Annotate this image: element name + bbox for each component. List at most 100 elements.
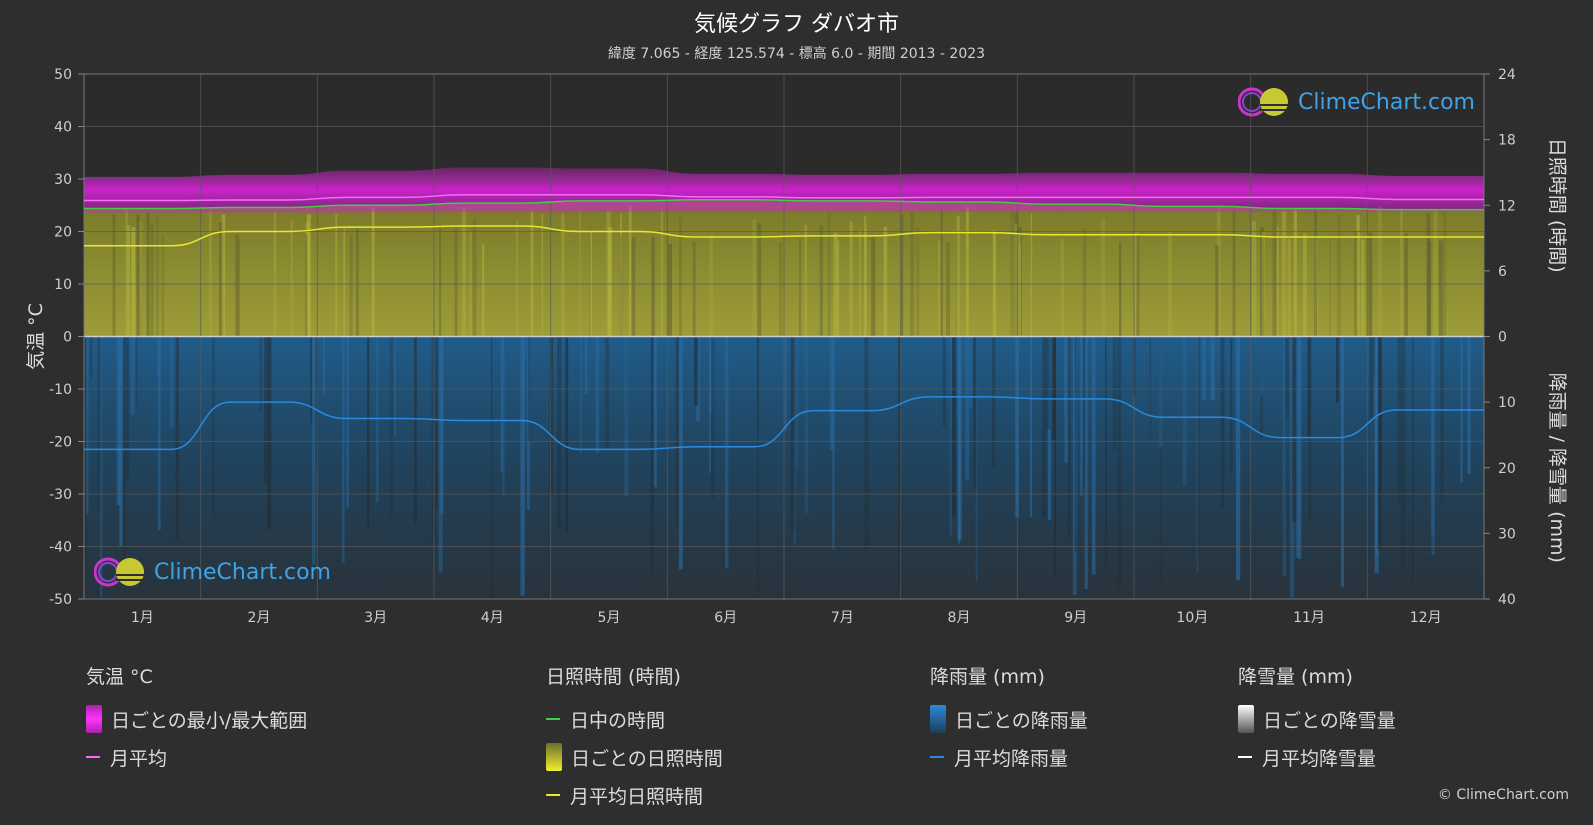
rain-daily-bar [1220, 336, 1225, 509]
sunshine-daily-bar [778, 242, 783, 337]
left-tick-label: 50 [54, 67, 72, 83]
rain-daily-bar [135, 336, 138, 407]
rain-daily-bar [346, 336, 349, 508]
rain-daily-bar [1374, 336, 1379, 574]
rain-daily-bar [1307, 336, 1311, 437]
sunshine-daily-bar [356, 228, 359, 337]
rain-daily-bar [793, 336, 796, 545]
legend-label: 日ごとの最小/最大範囲 [111, 709, 308, 732]
rain-daily-bar [1397, 336, 1401, 504]
right-tick-label: 20 [1498, 461, 1516, 477]
climechart-logo-icon [1238, 87, 1288, 117]
sunshine-daily-bar [1287, 239, 1291, 337]
sunshine-daily-bar [305, 234, 308, 337]
rain-daily-bar [975, 336, 978, 582]
rain-daily-bar [1440, 336, 1444, 503]
rain-daily-bar [414, 336, 417, 524]
sunshine-daily-bar [1433, 209, 1438, 337]
sunshine-daily-bar [371, 207, 375, 337]
sunshine-daily-bar [819, 225, 823, 337]
rain-mean-line [84, 396, 1484, 451]
snow-mean-swatch [1238, 756, 1252, 758]
rain-daily-bar [595, 336, 600, 454]
logo-bottom: ClimeChart.com [94, 556, 331, 588]
legend-item: 月平均降雨量 [930, 738, 1088, 776]
rain-daily-bar [259, 336, 262, 411]
rain-daily-bar [1080, 336, 1083, 496]
daylight-line [84, 199, 1484, 211]
rain-daily-bar [1260, 336, 1263, 396]
rain-daily-bar [725, 336, 729, 569]
sunshine-daily-bar [1443, 211, 1447, 337]
sunshine-daily-bar [660, 208, 664, 337]
sunshine-daily-bar [757, 222, 762, 337]
temp-mean-swatch [86, 756, 100, 758]
rain-daily-bar [605, 336, 610, 452]
sunshine-daily-bar [651, 236, 655, 337]
sunshine-daily-bar [1356, 215, 1360, 337]
sunshine-daily-bar [1030, 213, 1033, 337]
right-tick-label: 18 [1498, 133, 1516, 149]
rain-daily-bar [394, 336, 396, 438]
rain-mean-swatch [930, 756, 944, 758]
right-tick-label: 30 [1498, 526, 1516, 542]
right-tick-label: 12 [1498, 198, 1516, 214]
rain-daily-bar [490, 336, 493, 598]
sunshine-daily-bar [290, 220, 294, 337]
sunshine-daily-bar [940, 205, 943, 337]
month-label: 2月 [248, 610, 271, 626]
sunshine-daily-bar [799, 237, 801, 337]
rain-daily-bar [796, 336, 799, 471]
legend-label: 月平均日照時間 [570, 785, 704, 808]
left-tick-label: -30 [49, 487, 72, 503]
rain-daily-bar [1042, 336, 1047, 518]
sunshine-daily-bar [472, 219, 477, 337]
sunshine-daily-bar [945, 242, 950, 337]
sunshine-daily-bar [1119, 242, 1122, 337]
rain-daily-bar [756, 336, 759, 598]
left-tick-label: -40 [49, 540, 72, 556]
month-label: 4月 [481, 610, 504, 626]
rain-daily-bar [1075, 336, 1077, 553]
rain-daily-bar [625, 336, 628, 487]
rain-daily-bar [157, 336, 162, 377]
rain-daily-bar [1092, 336, 1096, 575]
month-label: 6月 [714, 610, 737, 626]
rain-daily-bar [125, 336, 129, 481]
rain-daily-bar [952, 336, 956, 517]
sunshine-daily-bar [1377, 206, 1382, 337]
rain-daily-bar [389, 336, 393, 517]
sunshine-daily-bar [1216, 205, 1221, 337]
rain-daily-bar [1401, 336, 1406, 570]
right-tick-label: 6 [1498, 264, 1507, 280]
rain-daily-bar [89, 336, 93, 378]
rain-daily-bar [500, 336, 504, 472]
sunshine-daily-bar [692, 241, 696, 337]
sunshine-daily-bar [1272, 206, 1277, 337]
rain-daily-bar [100, 336, 103, 598]
legend-rain: 降雨量 (mm) 日ごとの降雨量 月平均降雨量 [930, 662, 1088, 776]
rain-daily-bar [264, 336, 268, 483]
right-tick-label: 10 [1498, 395, 1516, 411]
month-label: 11月 [1293, 610, 1325, 626]
rain-daily-bar [157, 336, 161, 531]
sunshine-daily-bar [454, 228, 458, 337]
rain-daily-bar [310, 336, 312, 423]
rain-daily-bar [367, 336, 370, 527]
climechart-logo-icon [94, 557, 144, 587]
rain-daily-bar [1083, 336, 1086, 488]
rain-daily-bar [116, 336, 121, 505]
rain-daily-bar [1046, 336, 1051, 430]
sunshine-daily-bar [136, 214, 140, 337]
sunshine-mean-swatch [546, 794, 560, 796]
rain-daily-bar [175, 336, 179, 539]
rain-daily-bar [322, 336, 325, 394]
temp-mean-line [84, 194, 1484, 202]
month-label: 7月 [831, 610, 854, 626]
rain-daily-bar [1117, 336, 1122, 589]
sunshine-daily-bar [1232, 207, 1236, 337]
sunshine-daily-bar [1404, 233, 1408, 337]
daylight-swatch [546, 718, 560, 720]
sunshine-daily-bar [146, 212, 150, 337]
rain-daily-bar [1084, 336, 1088, 589]
